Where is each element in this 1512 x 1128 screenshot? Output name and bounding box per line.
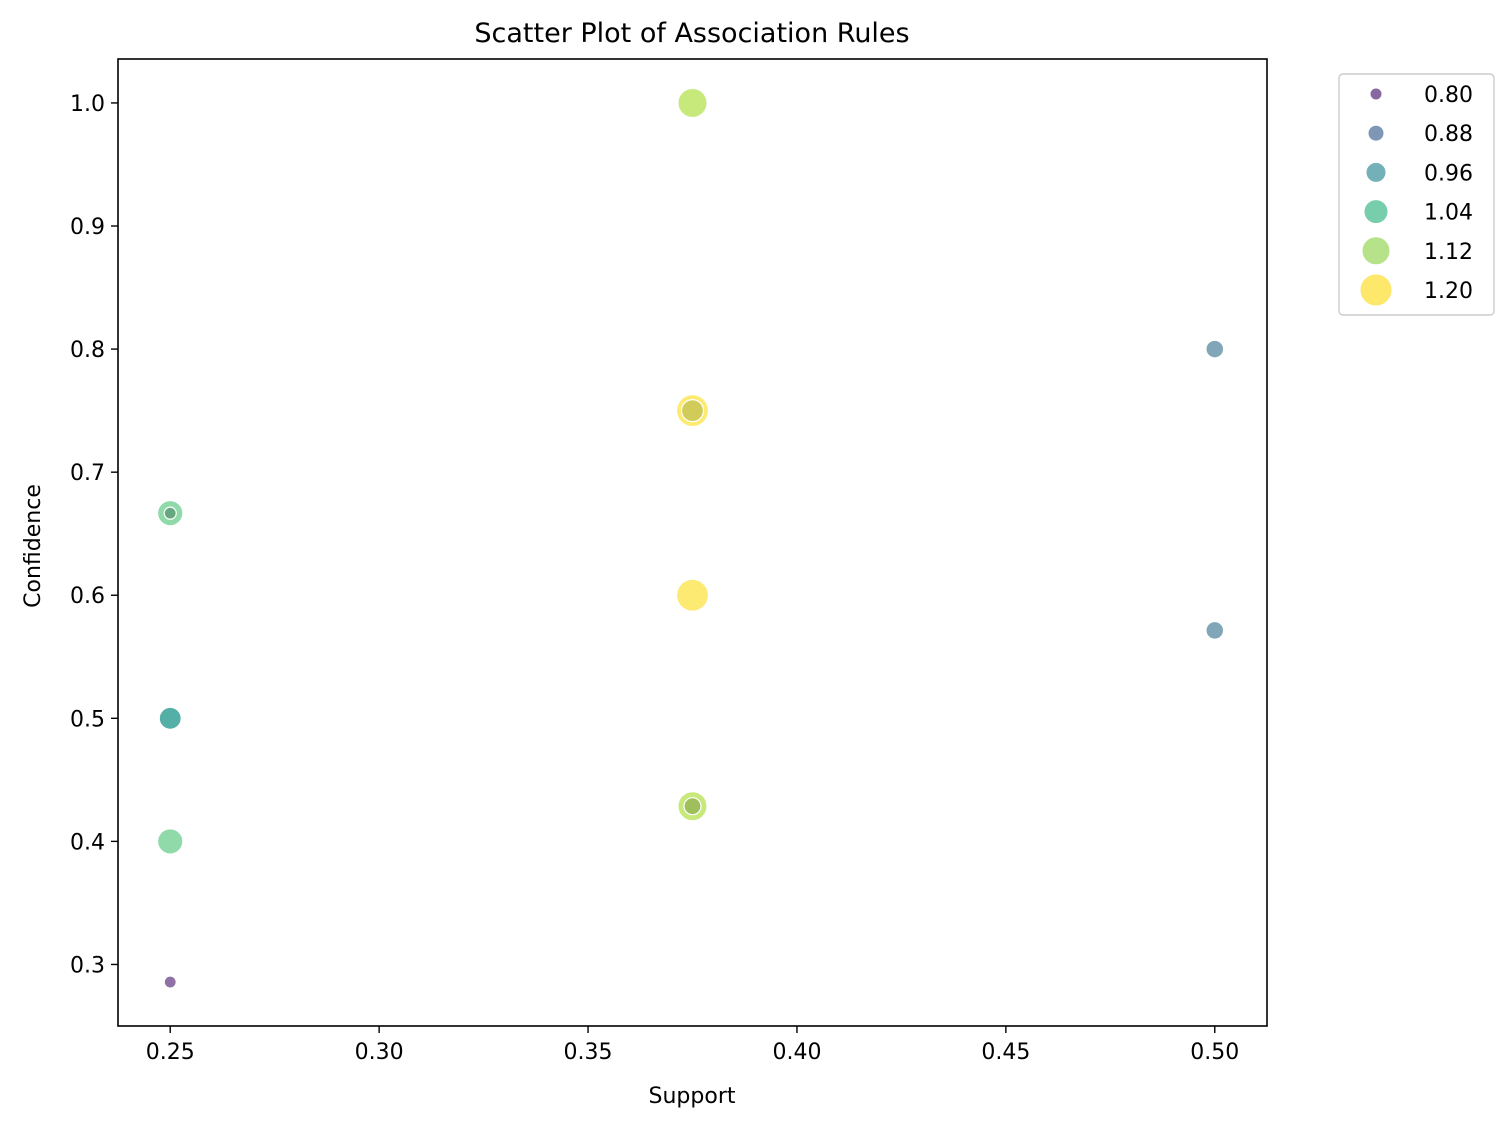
legend: 0.80 0.88 0.96 1.04 1.12 1.20	[1338, 73, 1495, 316]
data-point-12	[163, 975, 177, 989]
legend-marker-3	[1363, 199, 1389, 225]
data-point-11	[156, 828, 184, 855]
legend-label-0: 0.80	[1424, 83, 1473, 108]
x-tick-label-4: 0.45	[981, 1040, 1030, 1065]
legend-marker-5	[1359, 273, 1393, 307]
legend-label-5: 1.20	[1424, 279, 1473, 304]
y-tick-label-2: 0.5	[70, 707, 105, 732]
legend-marker-4	[1361, 236, 1391, 266]
data-point-10	[683, 797, 702, 816]
y-tick-label-1: 0.4	[70, 830, 105, 855]
x-tick-label-0: 0.25	[146, 1040, 195, 1065]
y-tick-label-3: 0.6	[70, 584, 105, 609]
y-axis: 0.3 0.4 0.5 0.6 0.7 0.8 0.9 1.0	[70, 92, 118, 978]
y-tick-label-6: 0.9	[70, 215, 105, 240]
data-point-3	[680, 399, 705, 423]
legend-entries: 0.80 0.88 0.96 1.04 1.12 1.20	[1359, 83, 1473, 307]
data-point-1	[1205, 339, 1225, 359]
x-tick-label-2: 0.35	[564, 1040, 613, 1065]
data-point-6	[675, 578, 710, 612]
y-tick-label-5: 0.8	[70, 338, 105, 363]
legend-label-1: 0.88	[1424, 122, 1473, 147]
y-axis-title: Confidence	[21, 484, 46, 608]
y-tick-label-0: 0.3	[70, 953, 105, 978]
data-point-0	[677, 87, 708, 119]
legend-marker-1	[1367, 124, 1385, 142]
x-tick-label-3: 0.40	[772, 1040, 821, 1065]
data-point-8	[158, 706, 182, 730]
legend-marker-2	[1365, 161, 1387, 183]
data-point-7	[1205, 620, 1225, 640]
x-tick-label-1: 0.30	[355, 1040, 404, 1065]
y-tick-label-7: 1.0	[70, 92, 105, 117]
x-tick-label-5: 0.50	[1190, 1040, 1239, 1065]
legend-label-2: 0.96	[1424, 161, 1473, 186]
plot-frame	[117, 58, 1268, 1027]
points-layer	[156, 87, 1225, 989]
chart-title: Scatter Plot of Association Rules	[474, 18, 909, 49]
legend-marker-0	[1369, 87, 1383, 101]
x-axis-title: Support	[649, 1084, 736, 1109]
data-point-5	[163, 506, 177, 520]
legend-label-3: 1.04	[1424, 201, 1473, 226]
y-tick-label-4: 0.7	[70, 461, 105, 486]
legend-label-4: 1.12	[1424, 240, 1473, 265]
x-axis: 0.25 0.30 0.35 0.40 0.45 0.50	[146, 1026, 1239, 1065]
